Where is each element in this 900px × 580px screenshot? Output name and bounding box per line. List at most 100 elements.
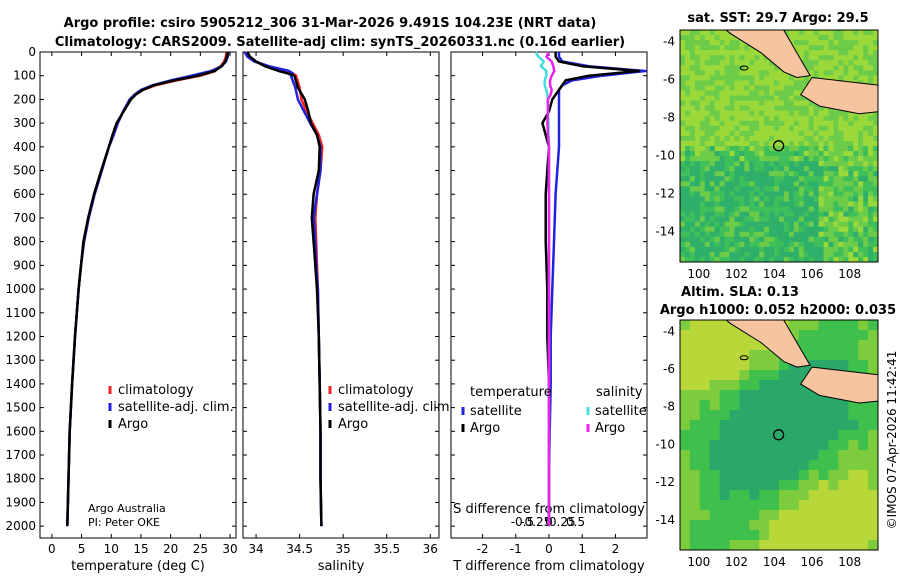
map-cell	[689, 151, 696, 157]
map-cell	[719, 390, 730, 401]
map-cell	[680, 246, 686, 253]
map-cell	[779, 166, 785, 172]
map-cell	[853, 60, 859, 66]
map-cell	[734, 140, 740, 147]
map-cell	[833, 226, 839, 233]
map-cell	[709, 320, 721, 331]
map-cell	[680, 115, 686, 122]
map-cell	[843, 166, 849, 172]
map-cell	[714, 246, 721, 253]
map-cell	[788, 430, 800, 441]
map-cell	[843, 146, 849, 152]
map-cell	[719, 105, 726, 112]
map-cell	[744, 85, 750, 92]
map-cell	[709, 231, 716, 238]
map-cell	[798, 120, 805, 127]
map-cell	[788, 130, 795, 137]
map-cell	[858, 510, 869, 521]
map-cell	[694, 251, 701, 258]
map-cell	[699, 450, 711, 461]
map-cell	[769, 65, 775, 71]
map-cell	[729, 256, 735, 262]
map-cell	[680, 510, 691, 521]
map-cell	[863, 216, 869, 223]
map-cell	[823, 221, 829, 228]
map-cell	[729, 156, 735, 162]
map-cell	[818, 510, 829, 521]
map-cell	[684, 221, 691, 228]
map-cell	[808, 120, 815, 127]
map-cell	[838, 221, 844, 228]
map-cell	[699, 95, 706, 102]
map-cell	[858, 196, 864, 202]
map-cell	[739, 226, 745, 233]
map-cell	[744, 110, 750, 117]
map-cell	[833, 65, 839, 71]
map-cell	[719, 380, 730, 391]
map-cell	[739, 246, 745, 253]
map-cell	[868, 360, 878, 371]
map-cell	[813, 226, 820, 233]
map-cell	[868, 211, 874, 218]
map-cell	[774, 171, 780, 177]
map-cell	[779, 380, 790, 391]
map-cell	[868, 156, 874, 162]
map-cell	[680, 50, 686, 56]
map-cell	[873, 231, 878, 238]
map-cell	[749, 85, 755, 92]
map-cell	[764, 146, 770, 152]
map-cell	[739, 410, 750, 421]
map-lon-label: 108	[838, 267, 861, 281]
map-cell	[749, 460, 760, 471]
map-cell	[863, 226, 869, 233]
map-cell	[774, 110, 780, 117]
map-cell	[714, 90, 721, 97]
map-cell	[783, 120, 790, 127]
map-cell	[714, 115, 721, 122]
map-cell	[684, 166, 691, 172]
map-cell	[793, 100, 800, 107]
map-cell	[714, 221, 721, 228]
map-cell	[828, 470, 839, 481]
map-cell	[719, 226, 726, 233]
map-cell	[853, 176, 859, 182]
map-cell	[694, 125, 701, 132]
map-cell	[779, 196, 785, 202]
map-cell	[838, 45, 844, 51]
map-cell	[724, 186, 730, 192]
map-cell	[873, 60, 878, 66]
map-cell	[759, 530, 770, 541]
map-cell	[759, 135, 765, 142]
map-cell	[793, 246, 800, 253]
landmass-java	[799, 366, 878, 404]
map-cell	[803, 45, 810, 51]
map-cell	[783, 95, 790, 102]
map-cell	[744, 65, 750, 71]
map-cell	[868, 490, 878, 501]
map-cell	[868, 420, 878, 431]
map-cell	[873, 206, 878, 213]
map-cell	[709, 201, 716, 208]
map-cell	[823, 231, 829, 238]
map-cell	[729, 410, 740, 421]
map-cell	[808, 216, 815, 223]
map-cell	[848, 70, 854, 76]
map-cell	[779, 440, 790, 451]
map-cell	[798, 85, 805, 92]
map-cell	[739, 70, 745, 76]
map-cell	[858, 70, 864, 76]
map-cell	[709, 256, 716, 262]
map-cell	[813, 231, 820, 238]
map-cell	[808, 65, 815, 71]
map-cell	[818, 450, 829, 461]
map-cell	[828, 480, 839, 491]
map-cell	[793, 125, 800, 132]
map-cell	[779, 211, 785, 218]
map-cell	[779, 500, 790, 511]
map-cell	[828, 490, 839, 501]
legend-label: satellite-adj. clim.	[338, 400, 454, 415]
map-cell	[788, 80, 795, 86]
map-cell	[709, 125, 716, 132]
map-cell	[719, 55, 726, 61]
map-cell	[833, 135, 839, 142]
